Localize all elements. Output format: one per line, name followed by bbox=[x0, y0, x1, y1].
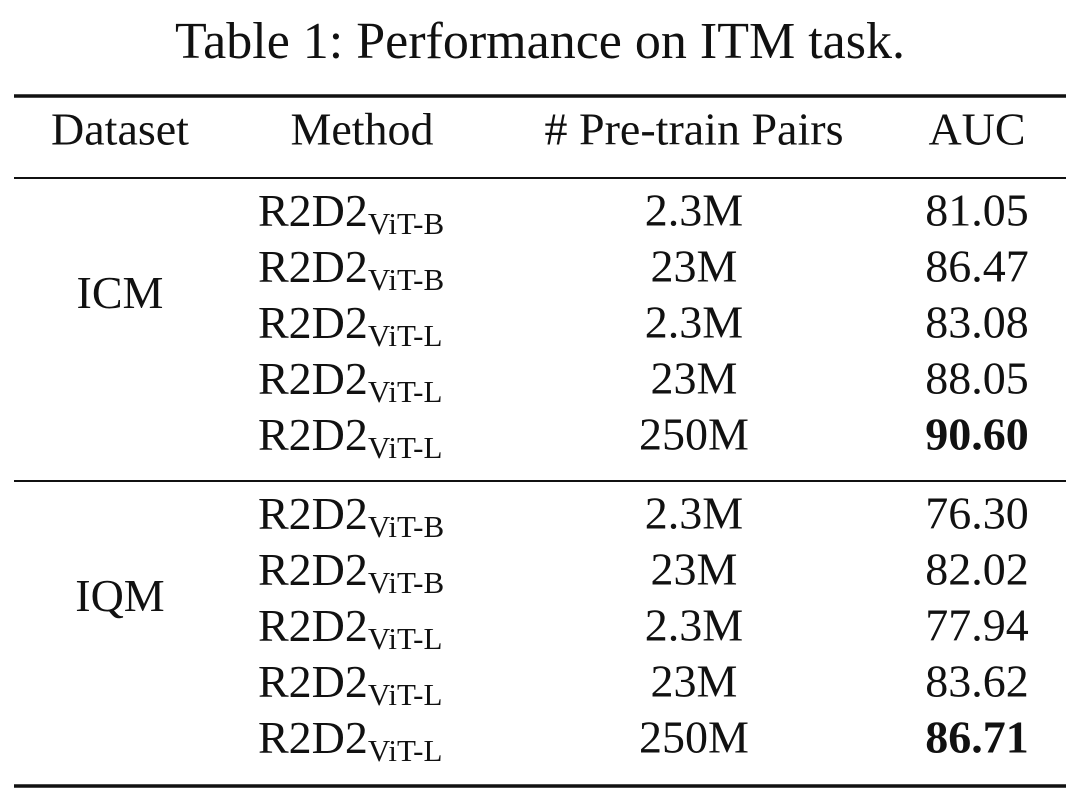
auc-cell: 76.30 bbox=[925, 488, 1029, 539]
method-cell: R2D2ViT-L bbox=[258, 600, 442, 657]
method-subscript: ViT-B bbox=[368, 206, 444, 241]
method-cell: R2D2ViT-B bbox=[258, 185, 444, 242]
dataset-cell: ICM bbox=[77, 267, 164, 318]
method-cell: R2D2ViT-B bbox=[258, 544, 444, 601]
method-cell: R2D2ViT-B bbox=[258, 241, 444, 298]
method-name: R2D2 bbox=[258, 488, 368, 539]
header-cell: AUC bbox=[928, 104, 1025, 155]
method-name: R2D2 bbox=[258, 600, 368, 651]
method-subscript: ViT-B bbox=[368, 565, 444, 600]
method-cell: R2D2ViT-L bbox=[258, 409, 442, 466]
pairs-cell: 2.3M bbox=[645, 185, 743, 236]
pairs-cell: 250M bbox=[639, 409, 749, 460]
method-name: R2D2 bbox=[258, 297, 368, 348]
auc-cell: 83.62 bbox=[925, 656, 1029, 707]
pairs-cell: 250M bbox=[639, 712, 749, 763]
method-subscript: ViT-L bbox=[368, 621, 443, 656]
method-cell: R2D2ViT-B bbox=[258, 488, 444, 545]
method-cell: R2D2ViT-L bbox=[258, 656, 442, 713]
auc-cell: 88.05 bbox=[925, 353, 1029, 404]
method-name: R2D2 bbox=[258, 712, 368, 763]
method-name: R2D2 bbox=[258, 353, 368, 404]
auc-cell: 86.71 bbox=[925, 712, 1029, 763]
pairs-cell: 23M bbox=[651, 353, 738, 404]
pairs-cell: 2.3M bbox=[645, 297, 743, 348]
pairs-cell: 2.3M bbox=[645, 488, 743, 539]
method-subscript: ViT-L bbox=[368, 318, 443, 353]
pairs-cell: 23M bbox=[651, 241, 738, 292]
dataset-cell: IQM bbox=[75, 570, 164, 621]
method-cell: R2D2ViT-L bbox=[258, 297, 442, 354]
caption: Table 1: Performance on ITM task. bbox=[175, 13, 905, 70]
pairs-cell: 2.3M bbox=[645, 600, 743, 651]
auc-cell: 82.02 bbox=[925, 544, 1029, 595]
pairs-cell: 23M bbox=[651, 544, 738, 595]
header-cell: # Pre-train Pairs bbox=[545, 104, 844, 155]
auc-cell: 81.05 bbox=[925, 185, 1029, 236]
auc-cell: 83.08 bbox=[925, 297, 1029, 348]
method-name: R2D2 bbox=[258, 185, 368, 236]
method-subscript: ViT-L bbox=[368, 677, 443, 712]
method-subscript: ViT-L bbox=[368, 733, 443, 768]
method-name: R2D2 bbox=[258, 544, 368, 595]
auc-cell: 77.94 bbox=[925, 600, 1029, 651]
header-cell: Method bbox=[290, 104, 433, 155]
auc-cell: 86.47 bbox=[925, 241, 1029, 292]
method-subscript: ViT-B bbox=[368, 509, 444, 544]
method-subscript: ViT-B bbox=[368, 262, 444, 297]
method-subscript: ViT-L bbox=[368, 374, 443, 409]
method-name: R2D2 bbox=[258, 656, 368, 707]
pairs-cell: 23M bbox=[651, 656, 738, 707]
auc-cell: 90.60 bbox=[925, 409, 1029, 460]
method-cell: R2D2ViT-L bbox=[258, 353, 442, 410]
method-name: R2D2 bbox=[258, 241, 368, 292]
method-subscript: ViT-L bbox=[368, 430, 443, 465]
method-cell: R2D2ViT-L bbox=[258, 712, 442, 769]
method-name: R2D2 bbox=[258, 409, 368, 460]
header-cell: Dataset bbox=[51, 104, 189, 155]
